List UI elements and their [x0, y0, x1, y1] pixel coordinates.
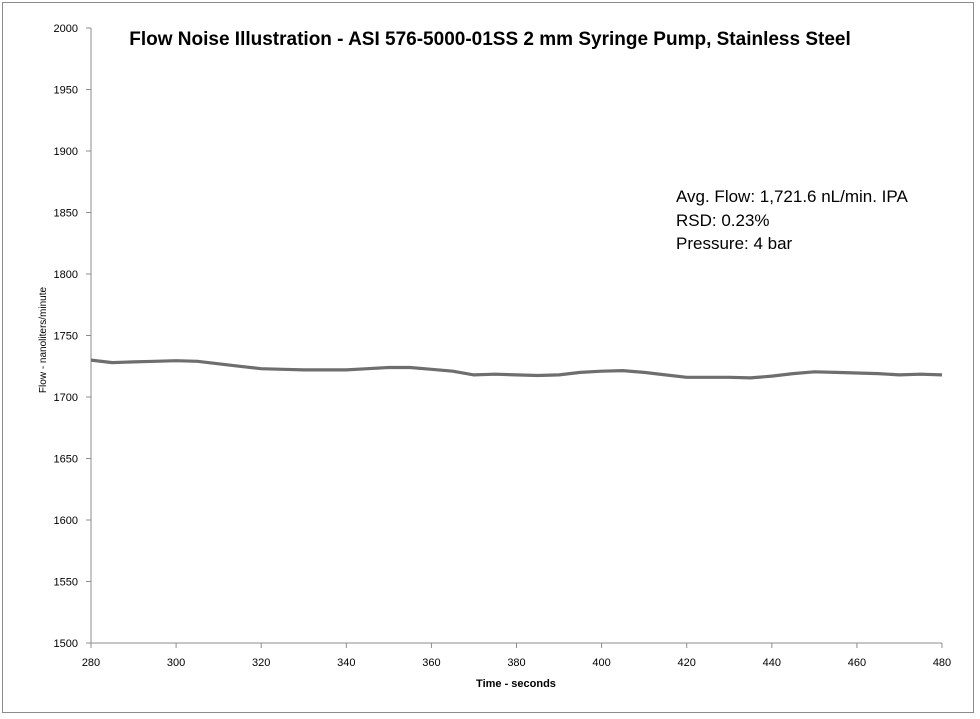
y-tick-label: 1650 — [54, 454, 78, 466]
y-axis-label: Flow - nanoliters/minute — [38, 286, 49, 393]
chart-title: Flow Noise Illustration - ASI 576-5000-0… — [129, 29, 851, 50]
y-axis: 1500 1550 1600 1650 1700 1750 1800 1850 1900 1950… — [54, 23, 92, 650]
x-tick-label: 480 — [933, 657, 951, 669]
x-tick-label: 380 — [507, 657, 525, 669]
y-tick-label: 1700 — [54, 392, 78, 404]
flow-series-line — [90, 358, 943, 380]
y-tick-label: 2000 — [54, 23, 78, 35]
x-axis: 280 300 320 340 360 380 400 420 440 460 480 — [82, 642, 951, 669]
annotation-pressure: Pressure: 4 bar — [676, 234, 793, 253]
y-tick-label: 1500 — [54, 638, 78, 650]
x-tick-label: 460 — [848, 657, 866, 669]
y-tick-label: 1750 — [54, 331, 78, 343]
y-tick-label: 1950 — [54, 85, 78, 97]
x-tick-label: 420 — [678, 657, 696, 669]
x-tick-label: 400 — [592, 657, 610, 669]
y-tick-label: 1800 — [54, 269, 78, 281]
x-axis-label: Time - seconds — [476, 678, 556, 690]
annotation-rsd: RSD: 0.23% — [676, 211, 770, 230]
y-tick-label: 1550 — [54, 577, 78, 589]
x-tick-label: 320 — [252, 657, 270, 669]
x-tick-label: 280 — [82, 657, 100, 669]
plot-area — [90, 358, 943, 380]
annotation-box: Avg. Flow: 1,721.6 nL/min. IPA RSD: 0.23… — [676, 187, 908, 253]
x-tick-label: 360 — [422, 657, 440, 669]
x-tick-label: 340 — [337, 657, 355, 669]
x-tick-label: 300 — [167, 657, 185, 669]
y-tick-label: 1900 — [54, 146, 78, 158]
annotation-avg-flow: Avg. Flow: 1,721.6 nL/min. IPA — [676, 187, 908, 206]
y-tick-label: 1600 — [54, 515, 78, 527]
x-tick-label: 440 — [763, 657, 781, 669]
y-tick-label: 1850 — [54, 208, 78, 220]
